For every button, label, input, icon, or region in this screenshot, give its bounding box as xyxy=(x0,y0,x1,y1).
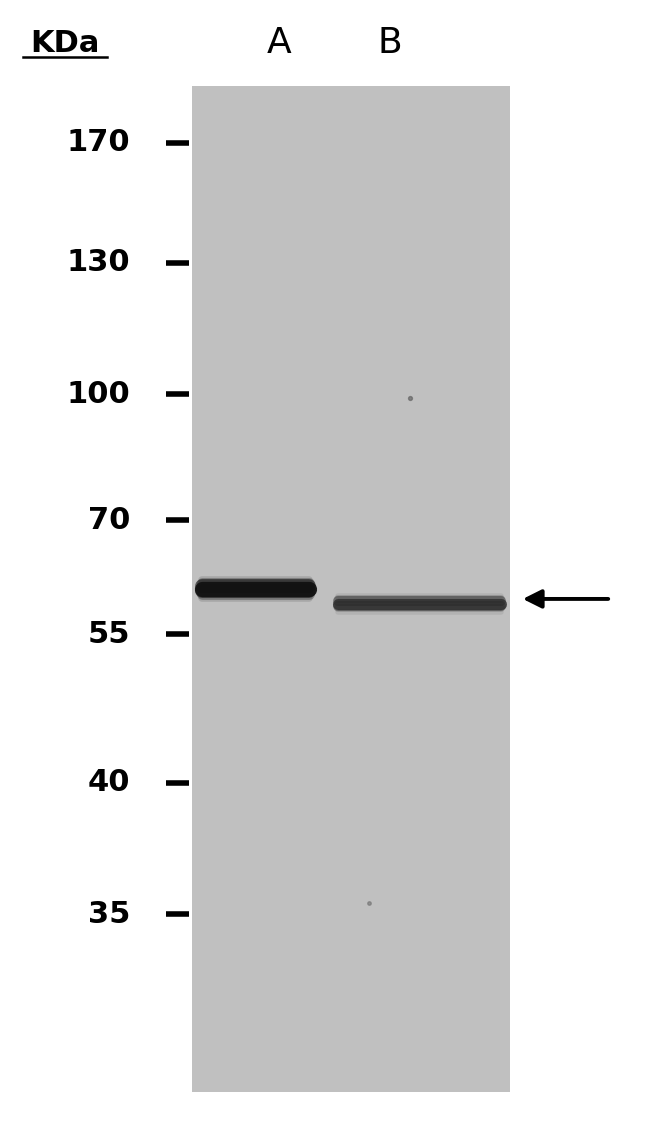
Text: 35: 35 xyxy=(88,900,130,929)
Text: KDa: KDa xyxy=(31,29,99,58)
Text: 170: 170 xyxy=(66,128,130,158)
Text: 130: 130 xyxy=(66,248,130,278)
Text: A: A xyxy=(267,26,292,61)
Text: 55: 55 xyxy=(88,620,130,649)
Text: 70: 70 xyxy=(88,505,130,535)
Text: 100: 100 xyxy=(66,379,130,409)
Text: 40: 40 xyxy=(88,768,130,798)
Text: B: B xyxy=(378,26,402,61)
Bar xyxy=(192,86,510,1092)
